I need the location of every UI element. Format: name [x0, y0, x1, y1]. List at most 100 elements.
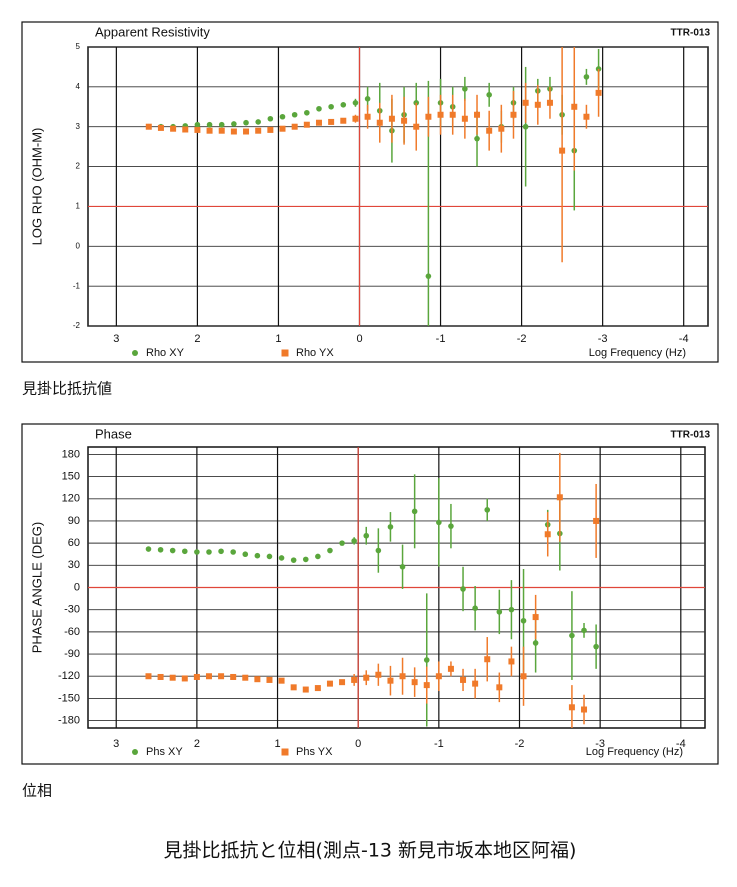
legend-label: Phs YX: [296, 746, 333, 758]
caption: 位相: [22, 782, 52, 800]
data-point: [206, 127, 213, 134]
data-point: [230, 549, 236, 555]
data-point: [302, 686, 309, 693]
data-point: [376, 119, 383, 126]
data-point: [401, 117, 408, 124]
data-point: [194, 126, 201, 133]
data-point: [254, 552, 261, 559]
data-point: [583, 74, 590, 80]
data-point: [170, 125, 177, 132]
data-point: [231, 121, 237, 127]
data-point: [411, 679, 418, 686]
data-point: [218, 548, 224, 555]
x-tick-label: 2: [194, 333, 200, 345]
data-point: [194, 121, 201, 128]
y-tick-label: -150: [58, 692, 80, 704]
data-point: [315, 553, 321, 560]
x-tick-label: -1: [434, 738, 444, 750]
x-tick-label: 2: [194, 738, 200, 750]
x-axis-label: Log Frequency (Hz): [586, 746, 683, 758]
chart-code: TTR-013: [671, 430, 711, 441]
data-point: [243, 119, 249, 126]
data-point: [242, 674, 249, 681]
legend-marker: [132, 749, 138, 755]
data-point: [544, 531, 551, 538]
x-axis-label: Log Frequency (Hz): [589, 347, 686, 359]
legend-label: Phs XY: [146, 746, 183, 758]
data-point: [266, 553, 273, 560]
data-point: [328, 103, 334, 110]
data-point: [255, 127, 262, 134]
data-point: [255, 119, 261, 125]
data-point: [411, 508, 418, 515]
data-point: [484, 656, 491, 663]
data-point: [413, 123, 420, 130]
data-point: [267, 126, 274, 133]
data-point: [218, 673, 225, 680]
chart-code: TTR-013: [671, 28, 711, 39]
caption: 見掛比抵抗値: [22, 380, 112, 398]
data-point: [583, 113, 590, 120]
x-tick-label: -2: [515, 738, 525, 750]
main-caption: 見掛比抵抗と位相(測点-13 新見市坂本地区阿福): [164, 840, 577, 862]
data-point: [568, 704, 575, 711]
data-point: [556, 494, 563, 501]
data-point: [291, 111, 298, 118]
data-point: [363, 674, 370, 681]
data-point: [474, 111, 481, 118]
data-point: [498, 125, 505, 132]
y-tick-label: 4: [76, 82, 81, 91]
x-tick-label: -3: [598, 333, 608, 345]
data-point: [532, 640, 539, 646]
data-point: [472, 680, 479, 687]
data-point: [546, 99, 553, 106]
data-point: [340, 117, 347, 124]
data-point: [520, 673, 527, 680]
data-point: [508, 658, 515, 665]
x-tick-label: -3: [595, 738, 605, 750]
data-point: [316, 105, 322, 112]
y-tick-label: 2: [76, 162, 81, 171]
y-tick-label: 1: [76, 202, 81, 211]
data-point: [364, 96, 371, 102]
data-point: [559, 147, 566, 154]
data-point: [522, 99, 529, 106]
data-point: [363, 532, 370, 539]
data-point: [218, 127, 225, 134]
data-point: [484, 507, 491, 513]
data-point: [595, 89, 602, 96]
legend-label: Rho XY: [146, 347, 185, 359]
data-point: [496, 609, 503, 615]
data-point: [157, 673, 164, 680]
data-point: [460, 586, 466, 592]
data-point: [254, 676, 261, 683]
data-point: [279, 113, 286, 120]
data-point: [593, 517, 600, 524]
data-point: [267, 115, 274, 122]
data-point: [364, 113, 371, 120]
data-point: [193, 673, 200, 680]
data-point: [339, 540, 345, 546]
data-point: [496, 684, 503, 691]
data-point: [206, 549, 212, 555]
y-tick-label: 150: [62, 470, 80, 482]
data-point: [460, 676, 467, 683]
data-point: [462, 86, 468, 92]
data-point: [266, 676, 273, 683]
data-point: [425, 273, 432, 279]
data-point: [278, 555, 285, 561]
x-tick-label: 0: [356, 333, 362, 345]
data-point: [532, 614, 539, 621]
data-point: [388, 115, 395, 122]
data-point: [314, 685, 321, 692]
data-point: [340, 101, 347, 108]
data-point: [290, 684, 297, 691]
data-point: [169, 547, 176, 554]
data-point: [472, 605, 478, 612]
y-tick-label: -90: [64, 648, 80, 660]
data-point: [595, 66, 602, 72]
x-tick-label: -4: [676, 738, 686, 750]
data-point: [181, 548, 188, 555]
y-tick-label: 30: [68, 559, 80, 571]
